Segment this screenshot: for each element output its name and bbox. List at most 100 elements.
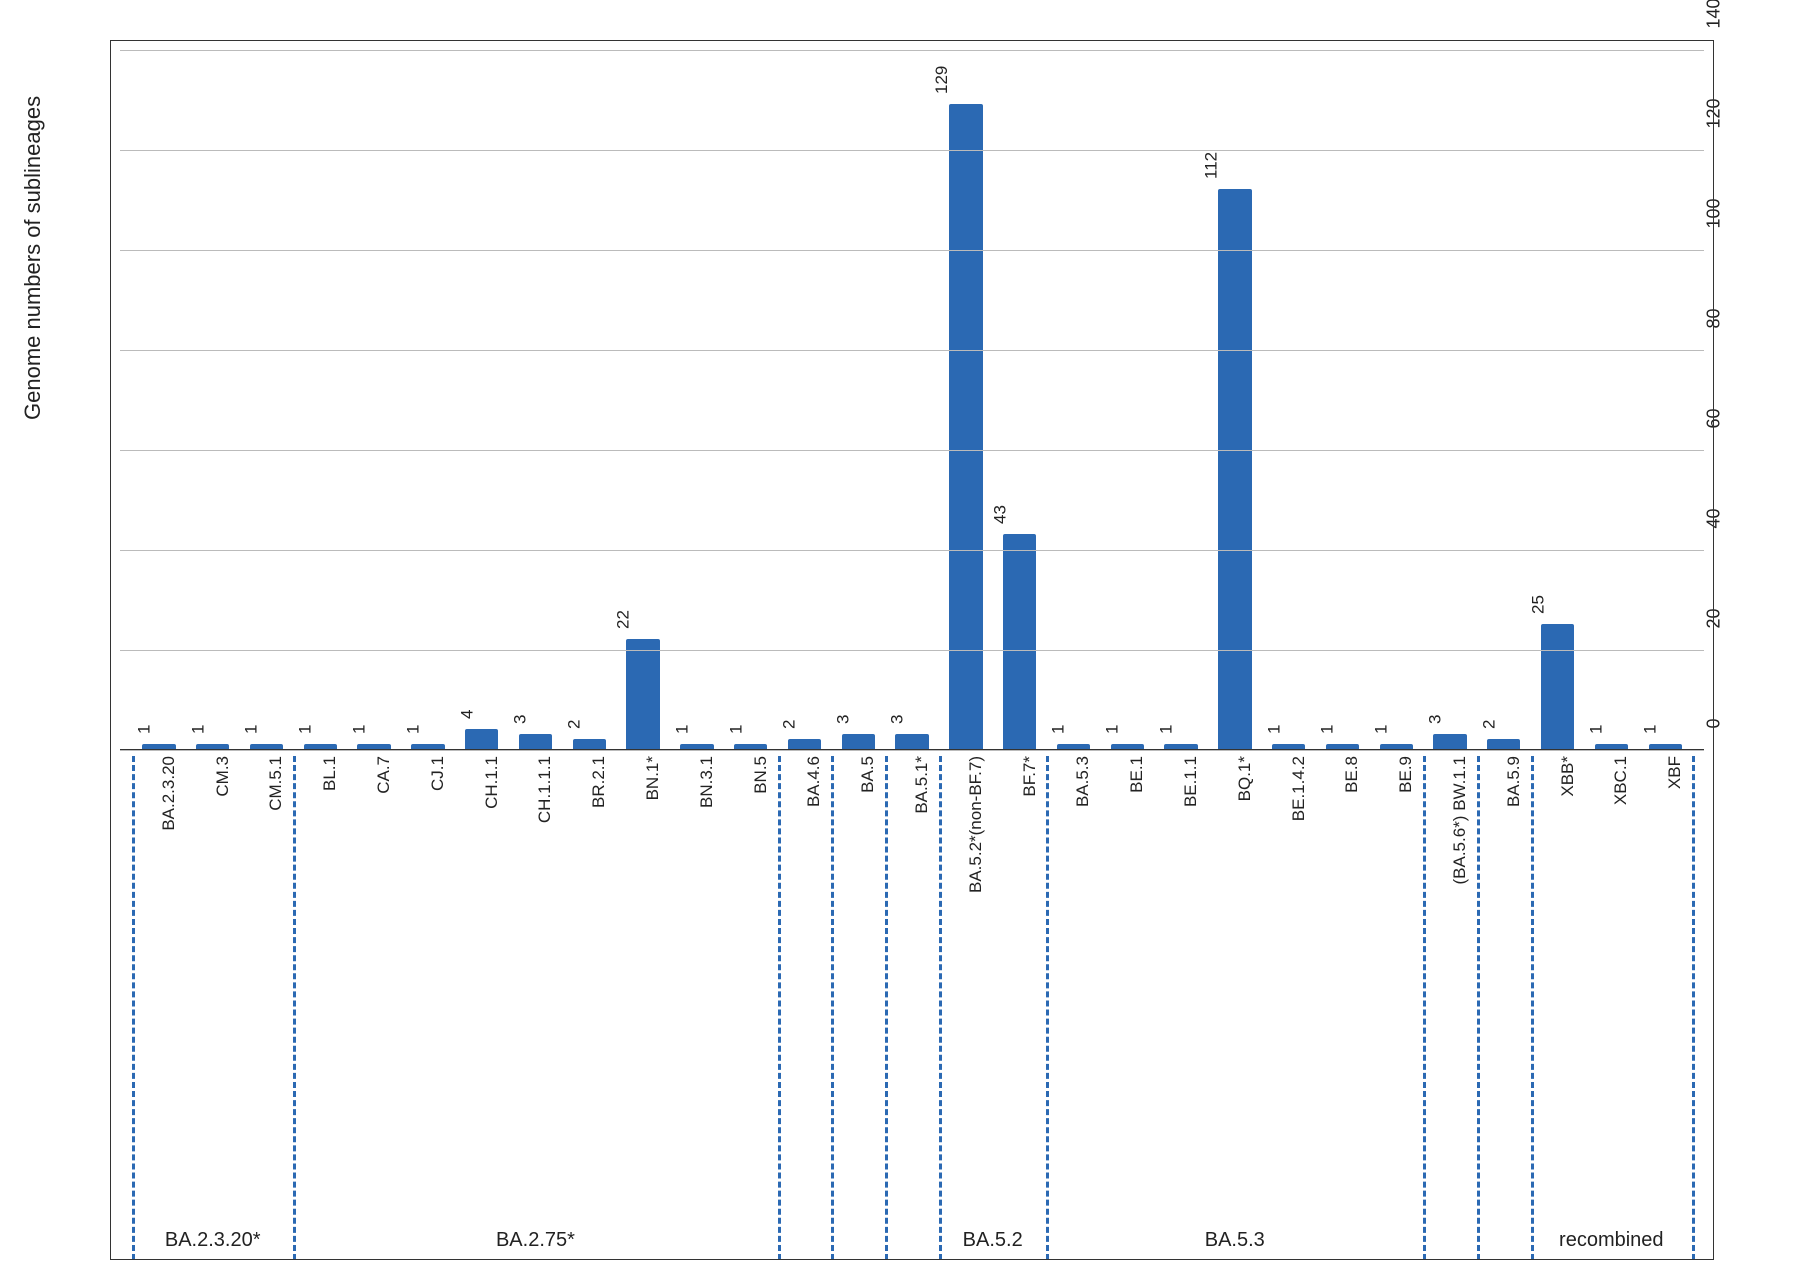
group-label: BA.2.75*	[496, 1229, 575, 1252]
bar-slot: 129	[939, 50, 993, 749]
plot-area: 111111432221123312943111112111322511 020…	[120, 50, 1704, 750]
group-label: recombined	[1559, 1229, 1664, 1252]
bar-slot: 1	[1100, 50, 1154, 749]
bar-value-label: 22	[614, 610, 634, 629]
bar-value-label: 3	[511, 715, 531, 724]
gridline	[120, 50, 1704, 51]
bar-slot: 22	[616, 50, 670, 749]
bar-value-label: 1	[726, 725, 746, 734]
bar-value-label: 1	[349, 725, 369, 734]
bar: 3	[1433, 734, 1466, 749]
bar-slot: 3	[885, 50, 939, 749]
bar-value-label: 112	[1201, 152, 1221, 179]
group-divider	[939, 756, 942, 1260]
bar-slot: 2	[778, 50, 832, 749]
bar-value-label: 1	[134, 725, 154, 734]
group-divider	[778, 756, 781, 1260]
bar-value-label: 3	[1425, 715, 1445, 724]
bar-value-label: 129	[932, 66, 952, 94]
bar: 1	[1595, 744, 1628, 749]
group-divider	[885, 756, 888, 1260]
bar-slot: 3	[1423, 50, 1477, 749]
group-divider	[132, 756, 135, 1260]
group-divider	[1423, 756, 1426, 1260]
bar: 1	[1057, 744, 1090, 749]
bar: 22	[626, 639, 659, 749]
group-divider	[1046, 756, 1049, 1260]
y-tick-label: 100	[1704, 169, 1725, 229]
bar: 1	[142, 744, 175, 749]
bar-value-label: 1	[403, 725, 423, 734]
bar-value-label: 1	[1103, 725, 1123, 734]
bar: 1	[1326, 744, 1359, 749]
gridline	[120, 450, 1704, 451]
gridline	[120, 150, 1704, 151]
bar-value-label: 1	[1156, 725, 1176, 734]
group-divider	[293, 756, 296, 1260]
bar-slot: 4	[455, 50, 509, 749]
bar-slot: 3	[509, 50, 563, 749]
bar-slot: 1	[670, 50, 724, 749]
bar-value-label: 1	[1587, 725, 1607, 734]
y-tick-label: 120	[1704, 69, 1725, 129]
bar-value-label: 1	[1371, 725, 1391, 734]
bar: 1	[1649, 744, 1682, 749]
bar: 129	[949, 104, 982, 749]
bar: 1	[411, 744, 444, 749]
bar: 25	[1541, 624, 1574, 749]
bar-value-label: 1	[188, 725, 208, 734]
y-axis-title: Genome numbers of sublineages	[20, 96, 46, 420]
bar-slot: 43	[993, 50, 1047, 749]
bar-slot: 1	[401, 50, 455, 749]
bar: 2	[1487, 739, 1520, 749]
bar: 2	[788, 739, 821, 749]
group-label: BA.5.3	[1205, 1229, 1265, 1252]
bar: 3	[842, 734, 875, 749]
gridline	[120, 350, 1704, 351]
bar-value-label: 2	[1479, 720, 1499, 729]
bar: 3	[895, 734, 928, 749]
bar-slot: 1	[1638, 50, 1692, 749]
group-area: BA.2.3.20*BA.2.75*BA.5.2BA.5.3recombined	[120, 750, 1704, 1260]
bar: 1	[734, 744, 767, 749]
bar-slot: 1	[1154, 50, 1208, 749]
group-label: BA.2.3.20*	[165, 1229, 261, 1252]
y-tick-label: 20	[1704, 569, 1725, 629]
bar-value-label: 3	[834, 715, 854, 724]
group-divider	[1692, 756, 1695, 1260]
bar-slot: 1	[1316, 50, 1370, 749]
bar-value-label: 1	[1264, 725, 1284, 734]
bar-value-label: 1	[672, 725, 692, 734]
bar: 3	[519, 734, 552, 749]
gridline	[120, 550, 1704, 551]
y-tick-label: 0	[1704, 669, 1725, 729]
y-tick-label: 140	[1704, 0, 1725, 29]
bars-container: 111111432221123312943111112111322511	[120, 50, 1704, 749]
bar-slot: 25	[1531, 50, 1585, 749]
bar-value-label: 43	[990, 505, 1010, 524]
bar-slot: 1	[1585, 50, 1639, 749]
bar-value-label: 3	[887, 715, 907, 724]
bar-slot: 1	[347, 50, 401, 749]
bar-slot: 1	[1369, 50, 1423, 749]
bar-value-label: 1	[296, 725, 316, 734]
y-tick-label: 40	[1704, 469, 1725, 529]
bar-slot: 1	[240, 50, 294, 749]
bar: 112	[1218, 189, 1251, 749]
bar-slot: 1	[186, 50, 240, 749]
bar: 1	[680, 744, 713, 749]
bar-slot: 112	[1208, 50, 1262, 749]
bar-value-label: 1	[1049, 725, 1069, 734]
group-divider	[1531, 756, 1534, 1260]
bar-slot: 2	[562, 50, 616, 749]
bar-value-label: 2	[780, 720, 800, 729]
gridline	[120, 650, 1704, 651]
bar-slot: 1	[293, 50, 347, 749]
bar: 1	[1111, 744, 1144, 749]
gridline	[120, 250, 1704, 251]
bar-slot: 1	[132, 50, 186, 749]
bar: 43	[1003, 534, 1036, 749]
bar-slot: 1	[724, 50, 778, 749]
bar-slot: 2	[1477, 50, 1531, 749]
bar-value-label: 1	[1318, 725, 1338, 734]
